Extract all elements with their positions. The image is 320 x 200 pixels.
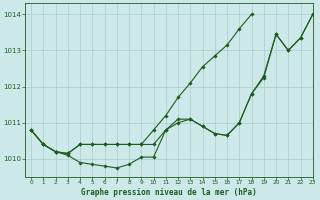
X-axis label: Graphe pression niveau de la mer (hPa): Graphe pression niveau de la mer (hPa): [81, 188, 257, 197]
